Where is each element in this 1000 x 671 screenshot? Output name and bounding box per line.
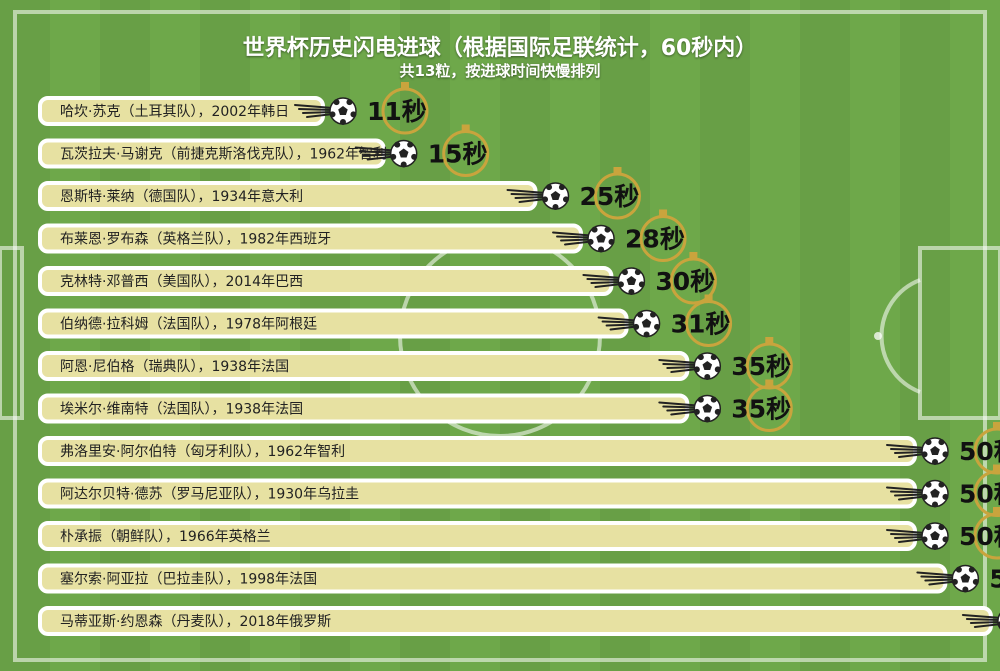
category-label: 马蒂亚斯·约恩森（丹麦队），2018年俄罗斯 [60, 614, 331, 630]
value-label: 30秒 [655, 267, 715, 296]
chart-subtitle: 共13粒，按进球时间快慢排列 [399, 62, 601, 80]
category-label: 埃米尔·维南特（法国队），1938年法国 [60, 402, 303, 418]
football-icon [617, 267, 646, 295]
value-label: 50秒 [959, 522, 1000, 551]
speed-streak [886, 529, 926, 543]
speed-streak [886, 486, 926, 501]
value-label: 31秒 [671, 310, 731, 339]
speed-streak [658, 401, 699, 416]
football-icon [921, 479, 949, 508]
football-icon [587, 224, 615, 253]
category-label: 阿恩·尼伯格（瑞典队），1938年法国 [60, 359, 289, 375]
category-label: 阿达尔贝特·德苏（罗马尼亚队），1930年乌拉圭 [60, 487, 359, 503]
speed-streak [886, 444, 926, 458]
bar-group: 弗洛里安·阿尔伯特（匈牙利队），1962年智利 50秒 [38, 422, 1000, 475]
stopwatch-icon [639, 215, 687, 262]
stopwatch-icon [685, 300, 733, 347]
stopwatch-icon [594, 172, 641, 220]
category-label: 恩斯特·莱纳（德国队），1934年意大利 [60, 188, 303, 205]
football-icon [632, 309, 661, 338]
football-icon [329, 97, 357, 125]
bar [38, 266, 614, 296]
bar [38, 393, 690, 424]
speed-streak [582, 274, 623, 288]
category-label: 弗洛里安·阿尔伯特（匈牙利队），1962年智利 [60, 444, 345, 460]
speed-streak [658, 359, 699, 373]
bar [38, 96, 325, 126]
speed-streak [354, 146, 395, 161]
bar-group: 哈坎·苏克（土耳其队），2002年韩日 11秒 [38, 82, 429, 135]
bar [38, 606, 993, 636]
bar-group: 克林特·邓普西（美国队），2014年巴西 30秒 [38, 252, 717, 305]
bar-group: 朴承振（朝鲜队），1966年英格兰 50秒 [38, 507, 1000, 560]
football-icon [997, 612, 1000, 630]
stopwatch-icon [669, 257, 717, 305]
speed-streak [293, 104, 334, 118]
bar [38, 223, 584, 254]
football-icon [693, 352, 722, 380]
bar [38, 308, 629, 339]
speed-streak [961, 614, 1000, 628]
football-icon [389, 139, 418, 168]
bar-group: 塞尔索·阿亚拉（巴拉圭队），1998年法国 52秒 [38, 563, 1000, 594]
speed-streak [552, 231, 593, 246]
bar [38, 563, 948, 594]
bar [38, 521, 917, 551]
bar-group: 马蒂亚斯·约恩森（丹麦队），2018年俄罗斯55秒 [38, 606, 1000, 636]
value-label: 35秒 [731, 395, 791, 424]
bar [38, 436, 917, 466]
football-icon [693, 394, 722, 423]
bar-group: 瓦茨拉夫·马谢克（前捷克斯洛伐克队），1962年智利 15秒 [38, 124, 490, 177]
category-label: 塞尔索·阿亚拉（巴拉圭队），1998年法国 [60, 571, 317, 588]
bar [38, 181, 538, 211]
category-label: 朴承振（朝鲜队），1966年英格兰 [60, 528, 271, 545]
stopwatch-icon [745, 385, 793, 432]
category-label: 布莱恩·罗布森（英格兰队），1982年西班牙 [60, 231, 331, 248]
category-label: 伯纳德·拉科姆（法国队），1978年阿根廷 [60, 317, 317, 333]
value-label: 11秒 [367, 97, 427, 126]
bar [38, 351, 690, 381]
bar-group: 埃米尔·维南特（法国队），1938年法国 35秒 [38, 379, 793, 432]
football-icon [921, 522, 949, 550]
football-icon [951, 564, 980, 593]
value-label: 50秒 [959, 437, 1000, 466]
bar-group: 阿恩·尼伯格（瑞典队），1938年法国 35秒 [38, 337, 793, 390]
football-icon [921, 437, 949, 465]
chart-title: 世界杯历史闪电进球（根据国际足联统计，60秒内） [242, 36, 758, 61]
bar-group: 伯纳德·拉科姆（法国队），1978年阿根廷 31秒 [38, 294, 733, 347]
bar-group: 布莱恩·罗布森（英格兰队），1982年西班牙 28秒 [38, 209, 687, 262]
value-label: 35秒 [731, 352, 791, 381]
speed-streak [597, 316, 638, 331]
value-label: 15秒 [428, 140, 488, 169]
bar [38, 138, 386, 169]
stopwatch-icon [381, 87, 429, 135]
value-label: 50秒 [959, 480, 1000, 509]
category-label: 克林特·邓普西（美国队），2014年巴西 [60, 274, 303, 290]
value-label: 52秒 [989, 565, 1000, 594]
football-icon [541, 182, 570, 210]
category-label: 哈坎·苏克（土耳其队），2002年韩日 [60, 104, 289, 120]
value-label: 28秒 [625, 225, 685, 254]
bar-group: 阿达尔贝特·德苏（罗马尼亚队），1930年乌拉圭 50秒 [38, 464, 1000, 517]
speed-streak [916, 571, 957, 586]
value-label: 25秒 [580, 182, 640, 211]
stopwatch-icon [973, 512, 1000, 560]
bar-group: 恩斯特·莱纳（德国队），1934年意大利 25秒 [38, 167, 641, 220]
bar [38, 478, 917, 509]
stopwatch-icon [442, 130, 490, 177]
category-label: 瓦茨拉夫·马谢克（前捷克斯洛伐克队），1962年智利 [60, 146, 387, 163]
speed-streak [506, 189, 547, 203]
